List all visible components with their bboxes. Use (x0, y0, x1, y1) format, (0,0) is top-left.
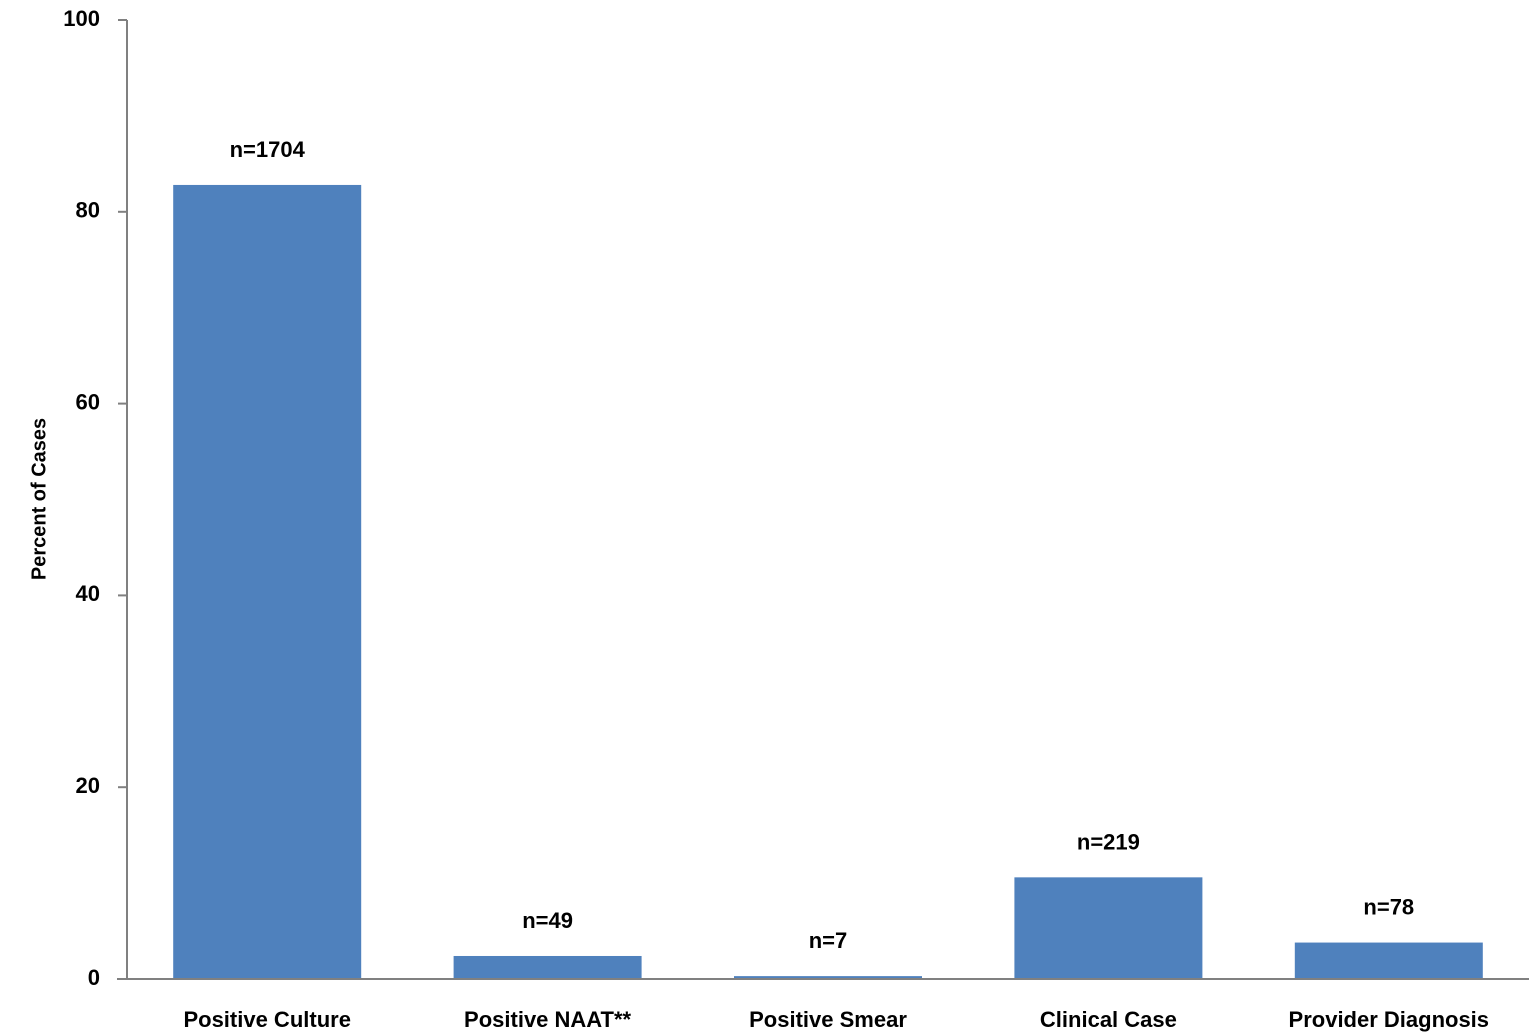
y-tick-label: 40 (76, 581, 100, 606)
data-label: n=219 (1077, 829, 1140, 854)
category-label: Clinical Case (1040, 1007, 1177, 1032)
y-axis-ticks: 0 20 40 60 80 100 (63, 6, 127, 990)
y-tick-label: 0 (88, 965, 100, 990)
y-tick-label: 100 (63, 6, 100, 31)
category-labels-group: Positive Culture Positive NAAT** Positive … (183, 1007, 1489, 1032)
bar (173, 184, 362, 979)
y-tick-label: 60 (76, 389, 100, 414)
bar (1014, 877, 1203, 979)
bar (1294, 942, 1483, 979)
data-labels-group: n=1704 n=49 n=7 n=219 n=78 (230, 137, 1415, 953)
data-label: n=78 (1363, 895, 1414, 920)
y-tick-label: 20 (76, 773, 100, 798)
data-label: n=49 (522, 908, 573, 933)
y-axis-title: Percent of Cases (28, 418, 50, 580)
data-label: n=1704 (230, 137, 306, 162)
bar (734, 976, 922, 979)
bars-group (173, 184, 1483, 979)
data-label: n=7 (809, 928, 848, 953)
y-tick-label: 80 (76, 198, 100, 223)
bar (453, 955, 642, 979)
category-label: Positive Smear (749, 1007, 907, 1032)
category-label: Provider Diagnosis (1289, 1007, 1490, 1032)
category-label: Positive NAAT** (464, 1007, 632, 1032)
category-label: Positive Culture (183, 1007, 350, 1032)
